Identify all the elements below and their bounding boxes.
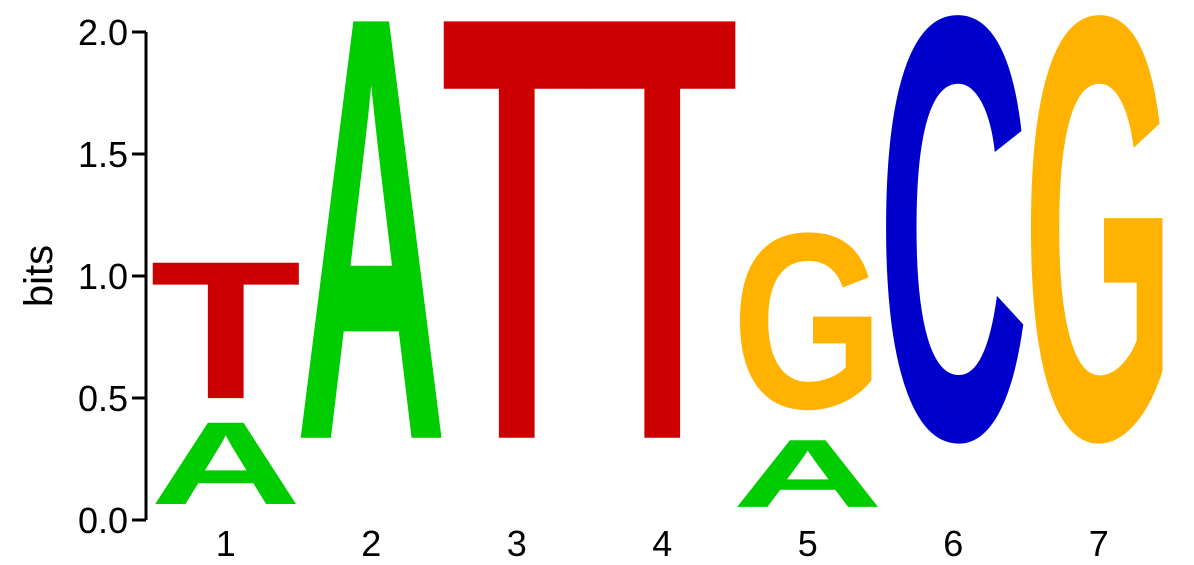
x-tick-label: 1 (216, 523, 236, 564)
y-axis: 0.0 0.5 1.0 1.5 2.0 (78, 12, 148, 541)
logo-letter-t: T (441, 0, 593, 565)
x-tick-label: 5 (798, 523, 818, 564)
logo-letter-t: T (150, 221, 302, 441)
logo-letter-c: C (877, 0, 1029, 565)
x-tick-label: 4 (652, 523, 672, 564)
x-axis: 1 2 3 4 5 6 7 (216, 523, 1109, 564)
x-tick-label: 6 (943, 523, 963, 564)
logo-letter-a: A (732, 419, 884, 527)
logo-letter-a: A (150, 398, 302, 530)
y-axis-title: bits (17, 245, 61, 307)
x-tick-label: 2 (361, 523, 381, 564)
y-tick-label: 2.0 (78, 12, 128, 53)
x-tick-label: 7 (1089, 523, 1109, 564)
logo-letter-t: T (586, 0, 738, 565)
y-tick-label: 0.0 (78, 500, 128, 541)
y-tick-label: 1.0 (78, 256, 128, 297)
logo-letter-g: G (732, 181, 884, 461)
y-tick-label: 1.5 (78, 134, 128, 175)
y-tick-label: 0.5 (78, 378, 128, 419)
logo-letter-a: A (295, 0, 447, 565)
logo-letter-g: G (1023, 0, 1175, 565)
x-tick-label: 3 (507, 523, 527, 564)
